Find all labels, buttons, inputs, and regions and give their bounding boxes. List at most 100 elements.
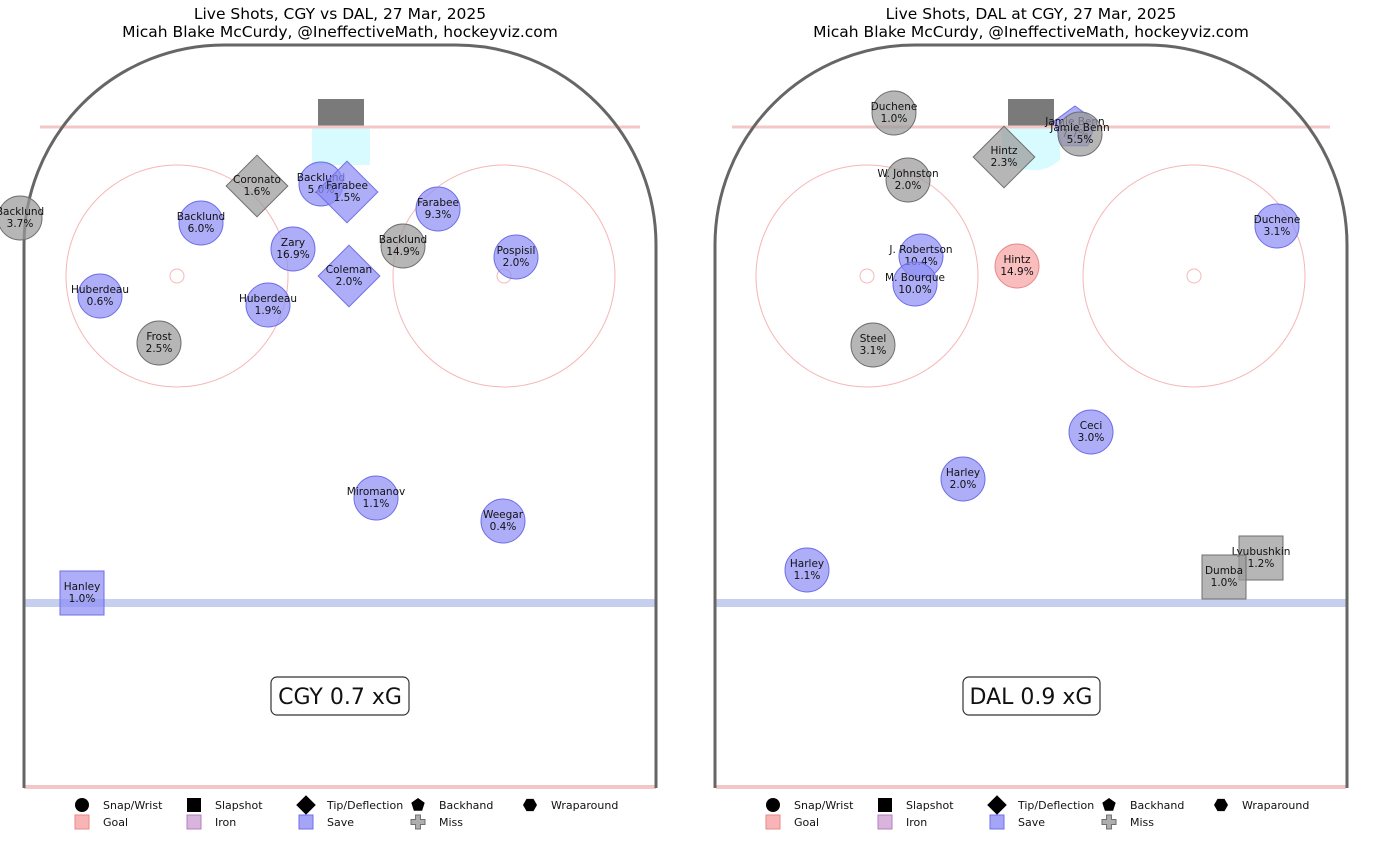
shot-marker-0-7 — [380, 223, 426, 269]
legend-result-0-3 — [410, 814, 426, 830]
shot-marker-0-15 — [59, 570, 105, 616]
shot-marker-1-13 — [1201, 554, 1247, 600]
crease-left — [312, 127, 370, 165]
shot-marker-0-3 — [315, 160, 379, 224]
panel-dal: Live Shots, DAL at CGY, 27 Mar, 2025 Mic… — [713, 5, 1349, 789]
faceoff-circle-left-1 — [65, 164, 289, 388]
shot-marker-1-7 — [994, 243, 1040, 289]
shot-marker-1-2 — [1057, 111, 1103, 157]
chart-title-left: Live Shots, CGY vs DAL, 27 Mar, 2025 — [194, 5, 486, 23]
shot-marker-0-6 — [270, 226, 316, 272]
shot-marker-1-4 — [885, 157, 931, 203]
legend-shape-0-3 — [411, 798, 425, 811]
shot-player-1-3: Hintz — [990, 145, 1018, 157]
shot-player-0-12: Frost — [146, 331, 171, 343]
legend-result-0-0 — [74, 814, 90, 830]
shot-pct-0-10: 0.6% — [87, 296, 114, 308]
shot-pct-0-13: 1.1% — [363, 498, 390, 510]
shot-marker-0-5 — [415, 186, 461, 232]
xg-box-left — [270, 676, 410, 716]
legend-shape-label-0-2: Tip/Deflection — [326, 799, 403, 812]
shot-player-0-14: Weegar — [483, 509, 524, 521]
shot-pct-0-6: 16.9% — [276, 249, 309, 261]
shot-player-1-10: Ceci — [1080, 420, 1102, 432]
shot-marker-1-14 — [784, 547, 830, 593]
shot-pct-0-8: 2.0% — [503, 257, 530, 269]
shot-player-1-7: Hintz — [1003, 254, 1031, 266]
shot-player-0-8: Pospisil — [497, 245, 536, 257]
shot-player-1-9: Steel — [860, 333, 887, 345]
shot-marker-0-8 — [493, 234, 539, 280]
faceoff-circle-right-2 — [1082, 164, 1306, 388]
legend-shape-1-1 — [878, 798, 892, 812]
legend-result-label-0-2: Save — [327, 816, 354, 829]
legend-result-1-0 — [765, 814, 781, 830]
shot-pct-0-12: 2.5% — [146, 343, 173, 355]
legend-shape-label-1-2: Tip/Deflection — [1017, 799, 1094, 812]
shot-marker-0-1 — [225, 154, 289, 218]
shot-pct-0-5: 9.3% — [425, 209, 452, 221]
shot-player-0-13: Miromanov — [347, 486, 405, 498]
shot-player-1-13: Dumba — [1205, 565, 1243, 577]
shot-pct-1-9: 3.1% — [860, 345, 887, 357]
legend-shape-label-0-4: Wraparound — [551, 799, 618, 812]
legend-shape-label-0-1: Slapshot — [215, 799, 263, 812]
shot-marker-1-0 — [871, 90, 917, 136]
shots-left: Backlund3.7%Coronato1.6%Backlund5.0%Fara… — [0, 154, 539, 616]
shot-pct-1-12: 1.2% — [1248, 558, 1275, 570]
legend-result-label-1-2: Save — [1018, 816, 1045, 829]
shot-marker-0-11 — [245, 282, 291, 328]
shot-pct-1-8: 10.0% — [898, 284, 931, 296]
legend-shape-label-0-0: Snap/Wrist — [103, 799, 163, 812]
shot-marker-1-10 — [1068, 409, 1114, 455]
legend-result-1-3 — [1101, 814, 1117, 830]
shot-marker-1-9 — [850, 322, 896, 368]
chart-title-right: Live Shots, DAL at CGY, 27 Mar, 2025 — [886, 5, 1177, 23]
shot-player-0-1: Coronato — [233, 174, 281, 186]
shot-marker-1-11 — [940, 456, 986, 502]
boards-right — [713, 43, 1349, 788]
net-left — [318, 99, 364, 127]
legend-result-0-2 — [298, 814, 314, 830]
shot-pct-1-3: 2.3% — [991, 157, 1018, 169]
legend-shape-1-3 — [1102, 798, 1116, 811]
panel-cgy: Live Shots, CGY vs DAL, 27 Mar, 2025 Mic… — [0, 5, 658, 789]
shot-marker-0-14 — [480, 498, 526, 544]
legend-shape-0-2 — [296, 795, 316, 815]
faceoff-dot-right-2 — [1186, 268, 1202, 284]
xg-label-left: CGY 0.7 xG — [278, 685, 402, 710]
shot-pct-1-7: 14.9% — [1000, 266, 1033, 278]
net-right — [1008, 99, 1054, 127]
legend-shape-label-1-1: Slapshot — [906, 799, 954, 812]
legend-result-label-1-3: Miss — [1130, 816, 1154, 829]
legend-result-label-1-0: Goal — [794, 816, 819, 829]
shot-pct-1-5: 3.1% — [1264, 226, 1291, 238]
legend-result-label-1-1: Iron — [906, 816, 927, 829]
shot-marker-1-5 — [1254, 203, 1300, 249]
shot-player-0-9: Coleman — [326, 264, 372, 276]
legend-shape-1-2 — [987, 795, 1007, 815]
shot-marker-0-12 — [136, 320, 182, 366]
shot-player-0-5: Farabee — [417, 197, 459, 209]
chart-subtitle-right: Micah Blake McCurdy, @IneffectiveMath, h… — [813, 23, 1249, 41]
legend-shape-label-1-3: Backhand — [1130, 799, 1184, 812]
shot-pct-1-13: 1.0% — [1211, 577, 1238, 589]
faceoff-circle-right-1 — [755, 164, 979, 388]
legend-shape-0-1 — [187, 798, 201, 812]
shot-pct-0-7: 14.9% — [386, 246, 419, 258]
legend-shape-label-1-0: Snap/Wrist — [794, 799, 854, 812]
shot-pct-1-10: 3.0% — [1078, 432, 1105, 444]
legend-result-1-1 — [877, 814, 893, 830]
chart-subtitle-left: Micah Blake McCurdy, @IneffectiveMath, h… — [122, 23, 558, 41]
shot-player-0-10: Huberdeau — [71, 284, 129, 296]
shot-player-0-4: Backlund — [177, 211, 225, 223]
shot-marker-1-8 — [892, 261, 938, 307]
legend-result-label-0-3: Miss — [439, 816, 463, 829]
faceoff-dot-right-1 — [859, 268, 875, 284]
shot-player-1-5: Duchene — [1254, 214, 1301, 226]
shot-pct-0-11: 1.9% — [255, 305, 282, 317]
shot-pct-0-3: 1.5% — [334, 192, 361, 204]
legend-left: Snap/Wrist Slapshot Tip/Deflection Backhand… — [74, 795, 618, 830]
